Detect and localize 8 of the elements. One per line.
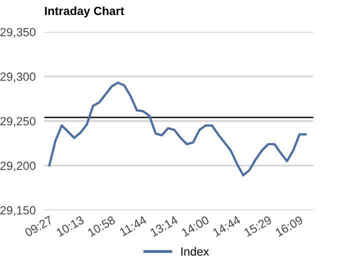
y-tick-label: 29,150 <box>0 206 36 216</box>
y-tick-label: 29,200 <box>0 162 36 172</box>
y-tick-label: 29,250 <box>0 117 36 127</box>
legend-label: Index <box>181 247 210 256</box>
chart-title: Intraday Chart <box>45 6 124 18</box>
y-tick-label: 29,300 <box>0 72 36 82</box>
y-tick-label: 29,350 <box>0 28 36 38</box>
line-series <box>48 82 307 176</box>
